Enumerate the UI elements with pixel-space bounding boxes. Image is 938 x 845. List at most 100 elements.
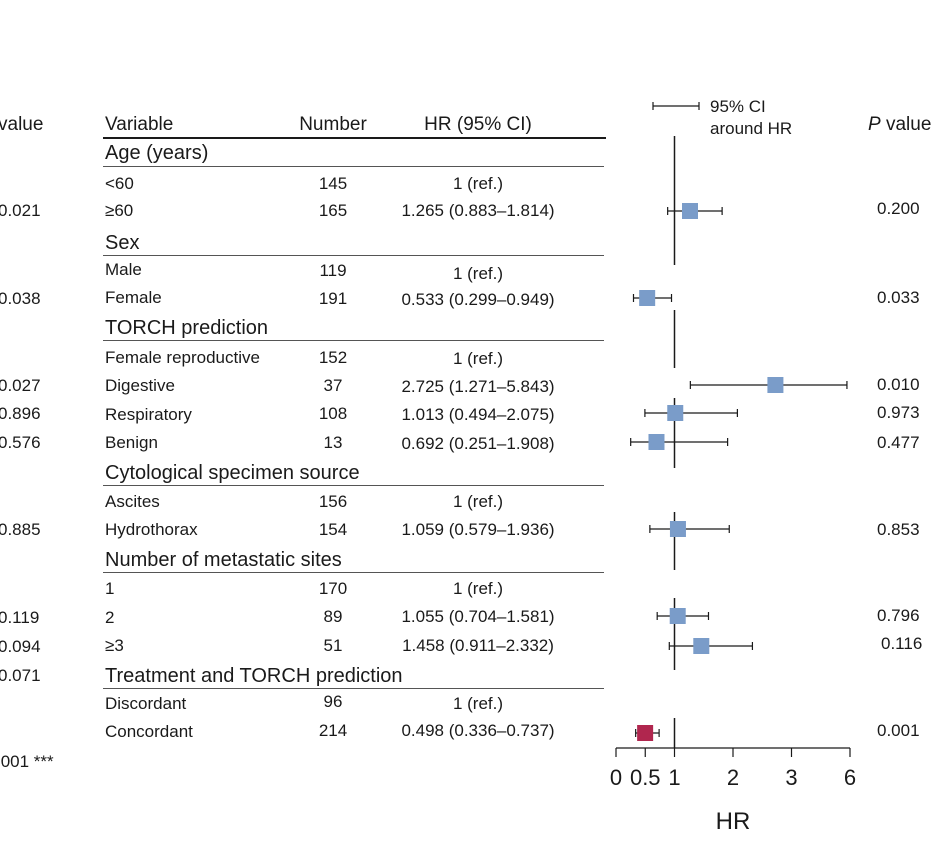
hr-point <box>669 521 686 537</box>
row-label: ≥60 <box>105 201 134 220</box>
row-label: Concordant <box>105 722 193 741</box>
row-hr: 0.533 (0.299–0.949) <box>401 290 555 309</box>
legend-label: around HR <box>710 119 792 138</box>
left-pvalue: 0.071 <box>0 666 41 685</box>
row-number: 119 <box>319 261 347 280</box>
right-pvalue: 0.116 <box>881 634 923 653</box>
row-number: 154 <box>318 520 348 539</box>
row-label: <60 <box>105 174 134 193</box>
group-title: Sex <box>105 232 140 254</box>
row-number: 37 <box>323 376 343 395</box>
row-label: Digestive <box>105 376 175 395</box>
left-pvalue: 0.576 <box>0 433 41 452</box>
header-hr: HR (95% CI) <box>424 114 532 135</box>
left-pvalue: 0.038 <box>0 289 41 308</box>
row-hr: 1.265 (0.883–1.814) <box>401 201 555 220</box>
right-pvalue: 0.477 <box>877 433 920 452</box>
row-number: 214 <box>318 721 348 740</box>
group-rule <box>103 166 604 167</box>
left-pvalue: 0.885 <box>0 520 41 539</box>
p-header-rest: value <box>880 114 932 135</box>
right-pvalue: 0.033 <box>877 288 920 307</box>
row-hr: 2.725 (1.271–5.843) <box>401 377 555 396</box>
row-hr: 1 (ref.) <box>452 694 504 713</box>
row-hr: 1.055 (0.704–1.581) <box>401 607 555 626</box>
left-pvalue: .001 *** <box>0 752 54 771</box>
right-pvalue: 0.853 <box>877 520 920 539</box>
right-pvalue-header: P value <box>868 115 931 134</box>
row-label: 1 <box>105 579 115 598</box>
group-title: Number of metastatic sites <box>105 549 342 571</box>
header-rule <box>103 137 606 139</box>
row-number: 145 <box>318 174 348 193</box>
row-hr: 1 (ref.) <box>452 349 504 368</box>
group-rule <box>103 255 604 256</box>
right-pvalue: 0.200 <box>877 199 920 218</box>
hr-point <box>767 377 784 393</box>
group-rule <box>103 485 604 486</box>
hr-point <box>669 608 686 624</box>
left-pvalue: 0.021 <box>0 201 41 220</box>
row-number: 108 <box>318 404 348 423</box>
group-title: TORCH prediction <box>105 317 269 339</box>
header-number: Number <box>299 114 367 135</box>
row-label: 2 <box>105 608 115 627</box>
row-label: Hydrothorax <box>105 520 198 539</box>
group-rule <box>103 572 604 573</box>
x-tick-label: 1 <box>668 765 680 790</box>
header-variable: Variable <box>105 114 174 135</box>
x-tick-label: 2 <box>727 765 739 790</box>
row-number: 156 <box>318 492 348 511</box>
hr-point <box>693 638 710 654</box>
hr-point <box>639 290 656 306</box>
row-hr: 1 (ref.) <box>452 579 504 598</box>
row-number: 51 <box>323 636 343 655</box>
group-rule <box>103 688 604 689</box>
row-number: 89 <box>323 607 343 626</box>
hr-point <box>648 434 665 450</box>
row-hr: 0.692 (0.251–1.908) <box>401 434 555 453</box>
row-number: 13 <box>323 433 343 452</box>
row-number: 96 <box>323 692 343 711</box>
p-italic: P <box>868 114 881 135</box>
group-title: Age (years) <box>105 142 209 164</box>
hr-point <box>682 203 699 219</box>
row-label: Benign <box>105 433 158 452</box>
row-number: 165 <box>318 201 348 220</box>
hr-point <box>637 725 654 741</box>
left-pvalue: 0.896 <box>0 404 41 423</box>
row-hr: 1 (ref.) <box>452 264 504 283</box>
row-label: Female <box>105 288 162 307</box>
row-hr: 1.059 (0.579–1.936) <box>401 520 555 539</box>
legend-label: 95% CI <box>710 97 766 116</box>
row-number: 152 <box>318 348 348 367</box>
row-hr: 0.498 (0.336–0.737) <box>401 721 555 740</box>
row-number: 170 <box>318 579 348 598</box>
row-label: Male <box>105 260 142 279</box>
row-label: Respiratory <box>105 405 192 424</box>
row-hr: 1 (ref.) <box>452 492 504 511</box>
right-pvalue: 0.796 <box>877 606 920 625</box>
row-label: Female reproductive <box>105 348 260 367</box>
row-hr: 1.458 (0.911–2.332) <box>402 636 554 655</box>
right-pvalue: 0.010 <box>877 375 920 394</box>
x-tick-label: 0.5 <box>630 765 661 790</box>
hr-point <box>667 405 684 421</box>
left-pvalue: 0.027 <box>0 376 41 395</box>
x-tick-label: 0 <box>610 765 622 790</box>
row-hr: 1.013 (0.494–2.075) <box>401 405 555 424</box>
row-hr: 1 (ref.) <box>452 174 504 193</box>
right-pvalue: 0.973 <box>877 403 920 422</box>
left-pvalue-header: value <box>0 114 44 135</box>
x-tick-label: 6 <box>844 765 856 790</box>
left-pvalue: 0.119 <box>0 608 40 627</box>
group-title: Cytological specimen source <box>105 462 360 484</box>
x-axis-label: HR <box>716 808 751 835</box>
row-number: 191 <box>318 289 348 308</box>
row-label: ≥3 <box>105 636 124 655</box>
x-tick-label: 3 <box>785 765 797 790</box>
row-label: Discordant <box>105 694 187 713</box>
group-title: Treatment and TORCH prediction <box>105 665 403 687</box>
left-pvalue: 0.094 <box>0 637 41 656</box>
